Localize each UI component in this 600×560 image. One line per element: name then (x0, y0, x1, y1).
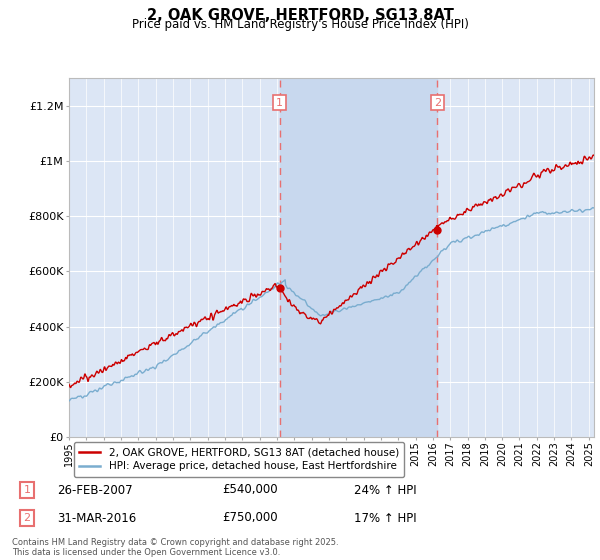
Text: Price paid vs. HM Land Registry's House Price Index (HPI): Price paid vs. HM Land Registry's House … (131, 18, 469, 31)
Bar (280, 78, 437, 437)
Legend: 2, OAK GROVE, HERTFORD, SG13 8AT (detached house), HPI: Average price, detached : 2, OAK GROVE, HERTFORD, SG13 8AT (detach… (74, 442, 404, 477)
Text: 17% ↑ HPI: 17% ↑ HPI (354, 511, 416, 525)
Text: 1: 1 (23, 485, 31, 495)
Text: 2, OAK GROVE, HERTFORD, SG13 8AT: 2, OAK GROVE, HERTFORD, SG13 8AT (146, 8, 454, 24)
Text: £750,000: £750,000 (222, 511, 278, 525)
Text: £540,000: £540,000 (222, 483, 278, 497)
Text: 2: 2 (434, 97, 441, 108)
Text: Contains HM Land Registry data © Crown copyright and database right 2025.
This d: Contains HM Land Registry data © Crown c… (12, 538, 338, 557)
Text: 2: 2 (23, 513, 31, 523)
Text: 31-MAR-2016: 31-MAR-2016 (57, 511, 136, 525)
Text: 24% ↑ HPI: 24% ↑ HPI (354, 483, 416, 497)
Text: 26-FEB-2007: 26-FEB-2007 (57, 483, 133, 497)
Text: 1: 1 (276, 97, 283, 108)
